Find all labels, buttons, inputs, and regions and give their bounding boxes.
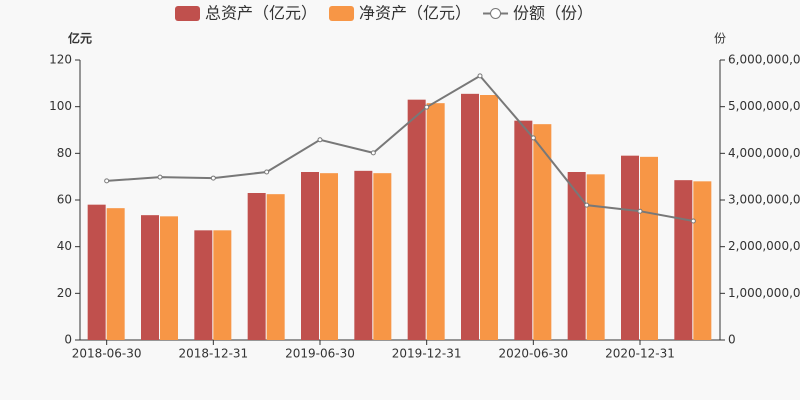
- bar: [141, 215, 159, 340]
- y-tick-label: 20: [57, 286, 72, 300]
- bar: [674, 180, 693, 340]
- y2-unit: 份: [714, 32, 726, 46]
- bar: [407, 99, 426, 341]
- bar: [247, 193, 266, 340]
- line-point: [264, 169, 270, 175]
- line-point: [584, 202, 590, 208]
- y-tick-label: 0: [64, 333, 72, 347]
- bar: [693, 181, 712, 340]
- y2-tick-label: 6,000,000,000: [728, 53, 800, 67]
- x-tick-label: 2020-06-30: [498, 347, 568, 361]
- legend-swatch: [329, 6, 355, 21]
- bar: [320, 173, 338, 340]
- bar: [461, 93, 479, 340]
- x-tick-label: 2019-06-30: [285, 347, 355, 361]
- line: [106, 74, 694, 222]
- bar: [266, 194, 285, 340]
- bar: [373, 173, 392, 340]
- y-tick-label: 40: [57, 239, 72, 253]
- bar: [354, 170, 373, 340]
- y-tick-label: 100: [49, 99, 72, 113]
- bar: [194, 230, 213, 340]
- line-point: [690, 218, 696, 224]
- y2-tick-label: 3,000,000,000: [728, 193, 800, 207]
- line-point: [104, 178, 110, 184]
- bar: [640, 156, 658, 340]
- line-point: [157, 174, 163, 180]
- bar: [514, 120, 533, 341]
- bar: [586, 174, 605, 340]
- line-point: [317, 137, 323, 143]
- line-point: [424, 104, 430, 110]
- x-tick-label: 2018-06-30: [72, 347, 142, 361]
- y-tick-label: 120: [49, 53, 72, 67]
- y2-tick-label: 0: [728, 333, 736, 347]
- y2-tick-label: 2,000,000,000: [728, 239, 800, 253]
- legend-label: 净资产（亿元）: [359, 4, 471, 23]
- y-tick-label: 60: [57, 193, 72, 207]
- y2-tick-label: 5,000,000,000: [728, 99, 800, 113]
- bar: [621, 155, 639, 340]
- y2-tick-label: 4,000,000,000: [728, 146, 800, 160]
- x-tick-label: 2020-12-31: [605, 347, 675, 361]
- bar: [533, 124, 552, 341]
- line-point: [637, 208, 643, 214]
- line-point: [210, 175, 216, 181]
- bar: [480, 95, 498, 340]
- line-point: [370, 150, 376, 156]
- legend-label: 总资产（亿元）: [205, 4, 317, 23]
- line-point: [530, 135, 536, 141]
- x-tick-label: 2019-12-31: [392, 347, 462, 361]
- line-point: [477, 73, 483, 79]
- legend-swatch: [175, 6, 200, 21]
- bar: [87, 204, 106, 340]
- y2-tick-label: 1,000,000,000: [728, 286, 800, 300]
- bar: [301, 172, 319, 340]
- x-tick-label: 2018-12-31: [178, 347, 248, 361]
- bar: [567, 172, 586, 340]
- bar: [106, 208, 125, 340]
- legend-swatch: [490, 8, 502, 19]
- bar: [213, 230, 232, 340]
- bar: [426, 103, 445, 341]
- legend-label: 份额（份）: [513, 4, 593, 23]
- y-unit: 亿元: [68, 31, 92, 46]
- y-tick-label: 80: [57, 146, 72, 160]
- bar: [160, 216, 178, 340]
